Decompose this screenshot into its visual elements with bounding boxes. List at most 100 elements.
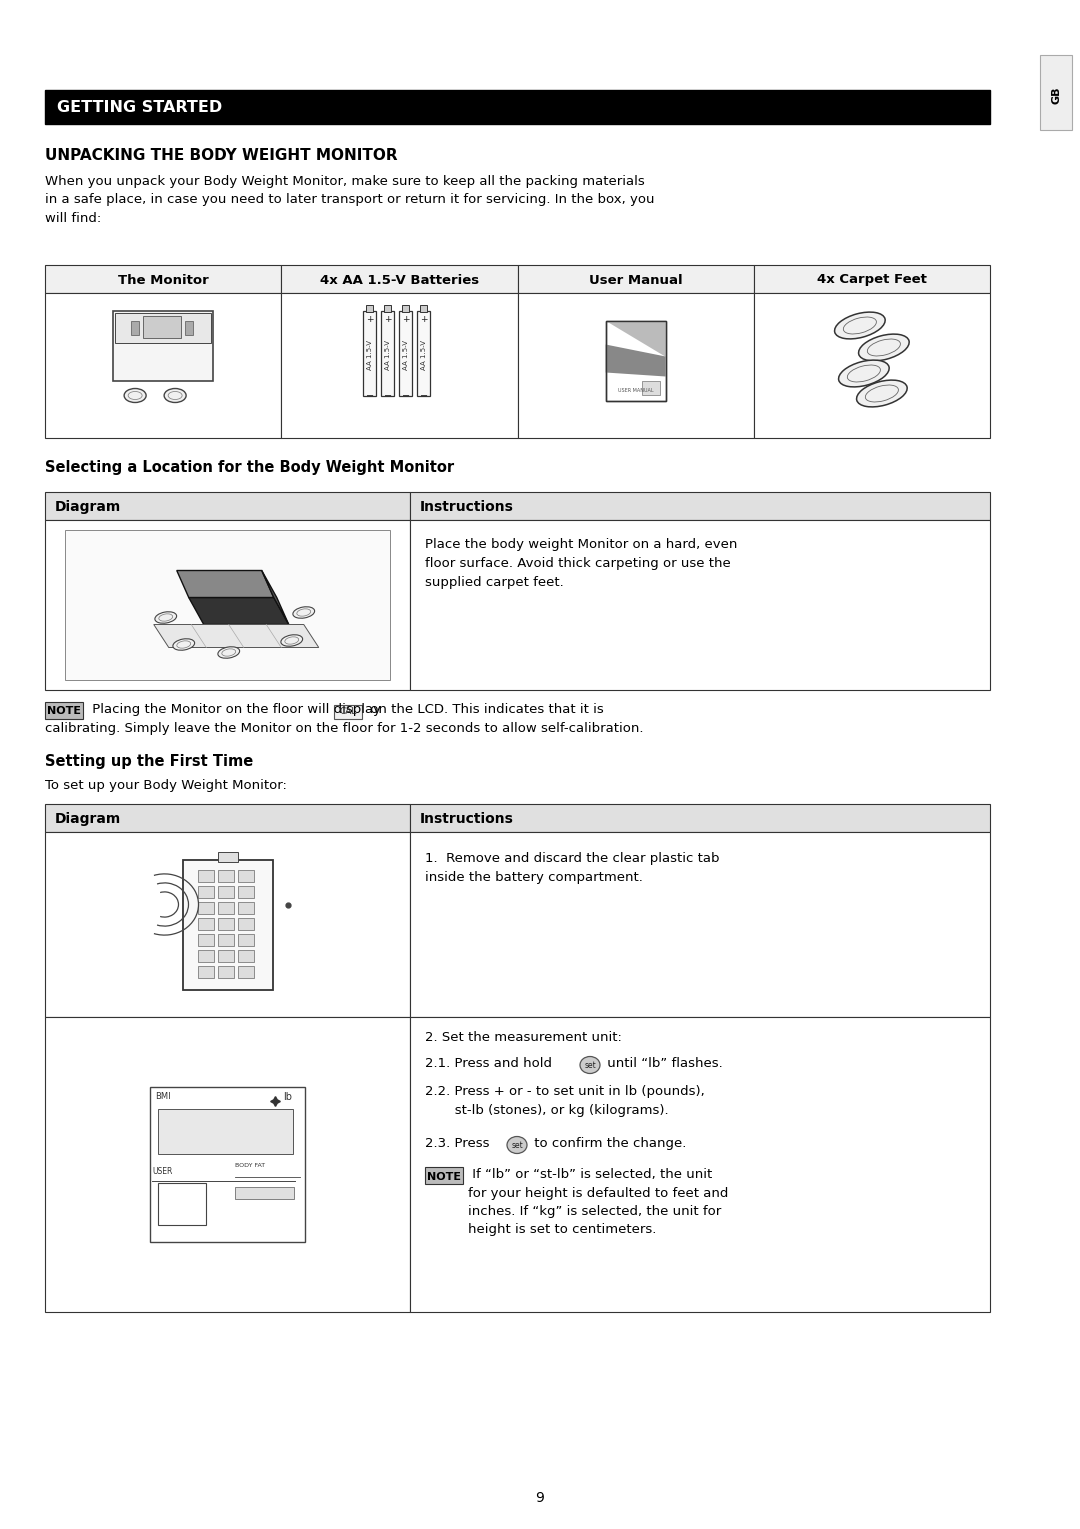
Bar xyxy=(198,870,214,882)
Text: To set up your Body Weight Monitor:: To set up your Body Weight Monitor: xyxy=(45,778,287,792)
Ellipse shape xyxy=(218,647,240,659)
Bar xyxy=(45,832,410,1017)
Text: Diagram: Diagram xyxy=(55,500,121,514)
Ellipse shape xyxy=(173,639,194,650)
Bar xyxy=(410,832,990,1017)
Bar xyxy=(1040,55,1072,130)
Bar xyxy=(131,321,139,335)
Bar xyxy=(238,885,254,898)
Bar xyxy=(400,310,413,396)
Text: calibrating. Simply leave the Monitor on the floor for 1-2 seconds to allow self: calibrating. Simply leave the Monitor on… xyxy=(45,722,644,735)
Bar xyxy=(198,934,214,945)
Text: +: + xyxy=(366,315,374,324)
Text: 4x Carpet Feet: 4x Carpet Feet xyxy=(816,274,927,286)
Bar xyxy=(238,934,254,945)
Text: The Monitor: The Monitor xyxy=(118,274,208,286)
Bar xyxy=(417,310,430,396)
Text: CAL: CAL xyxy=(339,708,356,717)
Bar xyxy=(45,265,281,294)
Bar xyxy=(238,950,254,962)
Bar xyxy=(183,859,272,989)
Bar xyxy=(217,965,233,977)
Bar xyxy=(517,294,754,437)
Text: +: + xyxy=(384,315,392,324)
Polygon shape xyxy=(261,570,288,624)
Ellipse shape xyxy=(164,388,186,402)
Bar xyxy=(381,310,394,396)
Text: AA 1.5-V: AA 1.5-V xyxy=(367,341,373,370)
Bar xyxy=(45,492,410,520)
Ellipse shape xyxy=(580,1057,600,1073)
Bar xyxy=(642,381,660,394)
Bar xyxy=(198,917,214,930)
Ellipse shape xyxy=(859,335,909,361)
Text: on the LCD. This indicates that it is: on the LCD. This indicates that it is xyxy=(366,703,604,716)
Bar xyxy=(144,315,181,338)
Text: −: − xyxy=(402,390,410,401)
Text: NOTE: NOTE xyxy=(48,706,81,717)
Text: BODY FAT: BODY FAT xyxy=(235,1164,266,1168)
Text: Instructions: Instructions xyxy=(420,812,514,826)
Bar xyxy=(410,492,990,520)
Bar xyxy=(45,520,410,690)
Ellipse shape xyxy=(835,312,886,339)
Bar xyxy=(754,265,990,294)
Ellipse shape xyxy=(124,388,146,402)
Bar xyxy=(113,310,213,381)
Text: AA 1.5-V: AA 1.5-V xyxy=(384,341,391,370)
Bar xyxy=(217,870,233,882)
Bar xyxy=(45,1017,410,1312)
Text: until “lb” flashes.: until “lb” flashes. xyxy=(603,1057,723,1070)
Text: set: set xyxy=(584,1061,596,1069)
Bar xyxy=(217,934,233,945)
Text: 2.3. Press: 2.3. Press xyxy=(426,1138,494,1150)
Text: USER MANUAL: USER MANUAL xyxy=(618,388,653,393)
Text: GETTING STARTED: GETTING STARTED xyxy=(57,101,222,116)
Text: NOTE: NOTE xyxy=(427,1171,461,1182)
Ellipse shape xyxy=(838,361,889,387)
Text: User Manual: User Manual xyxy=(589,274,683,286)
Bar xyxy=(281,265,517,294)
Bar xyxy=(198,902,214,913)
Text: −: − xyxy=(420,390,428,401)
Bar xyxy=(238,870,254,882)
Bar xyxy=(65,531,390,680)
Text: 2.2. Press + or - to set unit in lb (pounds),
       st-lb (stones), or kg (kilo: 2.2. Press + or - to set unit in lb (pou… xyxy=(426,1086,705,1118)
Bar xyxy=(420,304,428,312)
Bar xyxy=(410,520,990,690)
Text: USER: USER xyxy=(152,1167,173,1176)
Bar xyxy=(606,321,665,401)
Bar xyxy=(517,265,754,294)
Bar xyxy=(158,1183,206,1225)
Bar xyxy=(238,902,254,913)
Bar xyxy=(198,965,214,977)
Ellipse shape xyxy=(856,381,907,407)
Bar xyxy=(334,705,362,719)
Text: set: set xyxy=(511,1141,523,1150)
Bar xyxy=(185,321,193,335)
Bar xyxy=(45,294,281,437)
Bar xyxy=(116,312,211,342)
Bar xyxy=(45,90,990,124)
Text: Place the body weight Monitor on a hard, even
floor surface. Avoid thick carpeti: Place the body weight Monitor on a hard,… xyxy=(426,538,738,589)
Bar xyxy=(150,1087,305,1242)
Ellipse shape xyxy=(507,1136,527,1153)
Bar xyxy=(158,1109,293,1154)
Text: +: + xyxy=(420,315,428,324)
Text: Placing the Monitor on the floor will display: Placing the Monitor on the floor will di… xyxy=(87,703,386,716)
Ellipse shape xyxy=(293,607,314,618)
Text: −: − xyxy=(383,390,392,401)
Bar xyxy=(217,917,233,930)
Bar xyxy=(45,702,83,719)
Bar xyxy=(217,902,233,913)
Text: GB: GB xyxy=(1051,86,1061,104)
Bar xyxy=(366,304,374,312)
Text: Instructions: Instructions xyxy=(420,500,514,514)
Text: −: − xyxy=(366,390,374,401)
Bar xyxy=(217,852,238,861)
Bar xyxy=(403,304,409,312)
Polygon shape xyxy=(606,321,665,356)
Bar xyxy=(606,321,665,401)
Text: lb: lb xyxy=(283,1092,292,1102)
Bar xyxy=(217,950,233,962)
